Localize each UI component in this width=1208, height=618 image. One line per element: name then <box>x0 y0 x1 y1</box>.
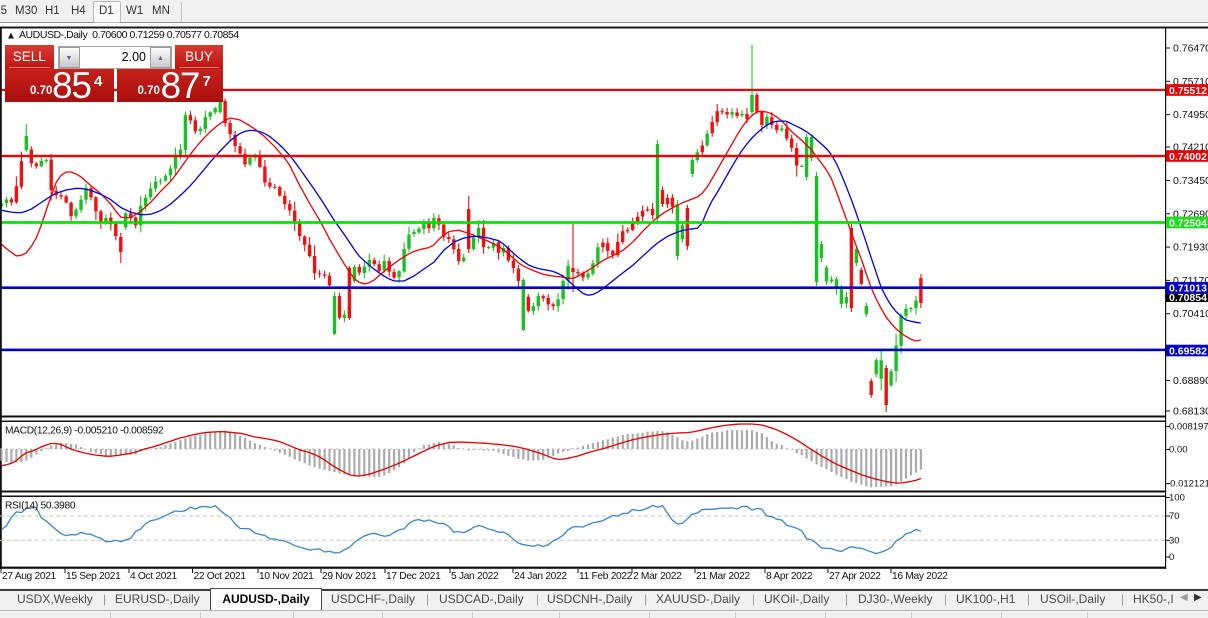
svg-text:27 Apr 2022: 27 Apr 2022 <box>829 571 881 582</box>
svg-text:70: 70 <box>1169 511 1180 522</box>
svg-text:0.68130: 0.68130 <box>1173 406 1208 418</box>
svg-text:27 Aug 2021: 27 Aug 2021 <box>2 571 57 582</box>
svg-text:0.00: 0.00 <box>1169 445 1188 456</box>
svg-text:22 Oct 2021: 22 Oct 2021 <box>194 571 247 582</box>
svg-text:15 Sep 2021: 15 Sep 2021 <box>66 571 121 582</box>
svg-text:29 Nov 2021: 29 Nov 2021 <box>322 571 377 582</box>
svg-text:0: 0 <box>1169 552 1174 563</box>
svg-text:2 Mar 2022: 2 Mar 2022 <box>633 571 682 582</box>
svg-text:100: 100 <box>1169 493 1185 504</box>
svg-text:AUDUSD-,Daily 0.70600 0.71259: AUDUSD-,Daily 0.70600 0.71259 0.70577 0.… <box>19 29 239 41</box>
svg-text:0.71013: 0.71013 <box>1169 283 1207 295</box>
svg-text:0.74002: 0.74002 <box>1169 151 1207 163</box>
svg-text:5 Jan 2022: 5 Jan 2022 <box>451 571 499 582</box>
svg-text:30: 30 <box>1169 536 1180 547</box>
svg-text:11 Feb 2022: 11 Feb 2022 <box>579 571 633 582</box>
svg-text:0.70854: 0.70854 <box>1169 292 1207 304</box>
svg-text:10 Nov 2021: 10 Nov 2021 <box>259 571 314 582</box>
svg-text:8 Apr 2022: 8 Apr 2022 <box>766 571 813 582</box>
svg-text:0.72504: 0.72504 <box>1169 217 1207 229</box>
svg-text:17 Dec 2021: 17 Dec 2021 <box>386 571 441 582</box>
svg-text:0.68890: 0.68890 <box>1173 375 1208 387</box>
svg-text:0.008197: 0.008197 <box>1169 422 1208 433</box>
svg-text:21 Mar 2022: 21 Mar 2022 <box>696 571 751 582</box>
svg-text:0.74950: 0.74950 <box>1173 109 1208 121</box>
svg-text:24 Jan 2022: 24 Jan 2022 <box>514 571 567 582</box>
svg-text:4 Oct 2021: 4 Oct 2021 <box>130 571 177 582</box>
svg-text:-0.012121: -0.012121 <box>1167 479 1208 490</box>
svg-text:RSI(14) 50.3980: RSI(14) 50.3980 <box>5 501 76 512</box>
svg-text:0.76470: 0.76470 <box>1173 43 1208 55</box>
svg-text:0.69582: 0.69582 <box>1169 345 1207 357</box>
svg-text:0.70410: 0.70410 <box>1173 308 1208 320</box>
svg-text:0.73450: 0.73450 <box>1173 175 1208 187</box>
svg-text:▲: ▲ <box>6 31 16 42</box>
svg-text:0.71930: 0.71930 <box>1173 242 1208 254</box>
svg-text:16 May 2022: 16 May 2022 <box>892 571 948 582</box>
svg-text:MACD(12,26,9) -0.005210 -0.008: MACD(12,26,9) -0.005210 -0.008592 <box>5 426 164 437</box>
svg-text:0.75512: 0.75512 <box>1169 85 1207 97</box>
